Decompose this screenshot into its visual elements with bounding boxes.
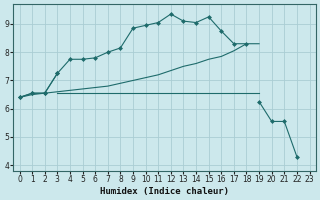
X-axis label: Humidex (Indice chaleur): Humidex (Indice chaleur)	[100, 187, 229, 196]
